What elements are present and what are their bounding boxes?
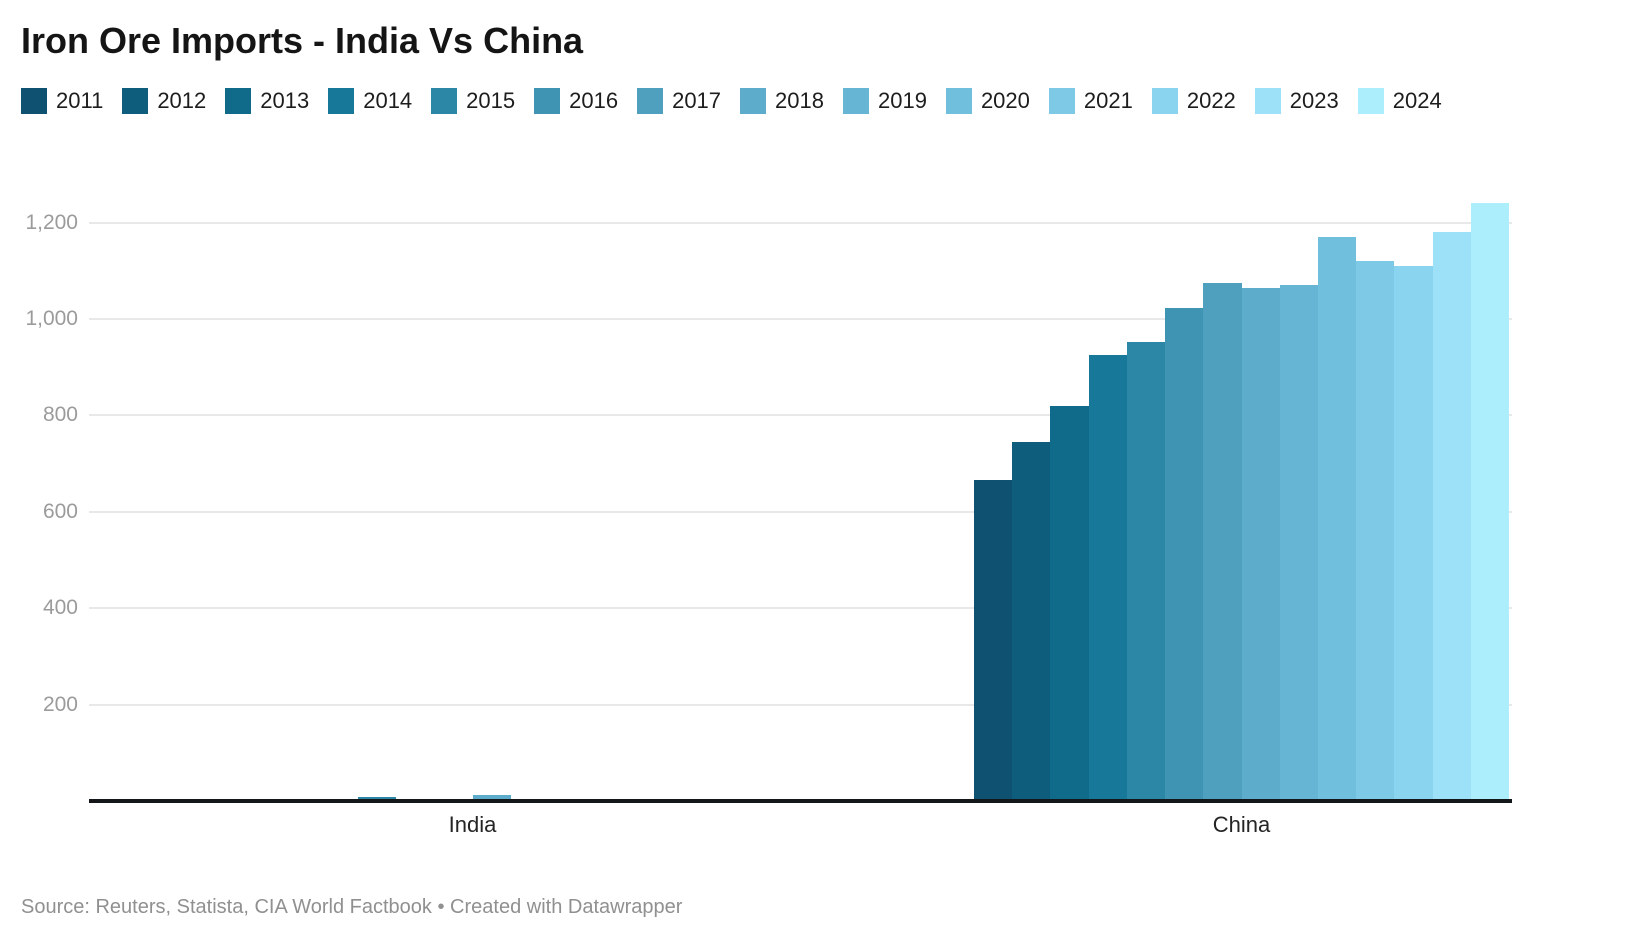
page-title: Iron Ore Imports - India Vs China	[21, 20, 584, 61]
y-tick-label-600: 600	[42, 499, 78, 523]
legend-year-label: 2016	[569, 88, 619, 113]
legend-swatch-2017	[637, 88, 664, 114]
y-tick-label-1200: 1,200	[25, 210, 78, 234]
legend-year-label: 2013	[260, 88, 310, 113]
legend-swatch-2021	[1048, 88, 1075, 114]
legend-swatch-2018	[740, 88, 767, 114]
legend-item-2021: 2021	[1048, 88, 1133, 114]
legend-item-2018: 2018	[740, 88, 824, 114]
legend-year-label: 2024	[1392, 88, 1442, 113]
x-axis-baseline	[89, 799, 1512, 803]
legend-swatch-2023	[1254, 88, 1281, 114]
bar-china-2021[interactable]	[1356, 261, 1395, 801]
x-axis-label-india: India	[448, 812, 497, 837]
gridline-1200	[89, 221, 1512, 224]
y-tick-label-1000: 1,000	[25, 307, 78, 330]
bar-china-2023[interactable]	[1432, 232, 1471, 801]
legend-year-label: 2021	[1083, 88, 1133, 113]
legend-swatch-2011	[21, 88, 47, 114]
legend-item-2019: 2019	[842, 88, 927, 114]
year-legend: 2011 2012 2013 2014 2015 2016 2017 2018 2019 2020…	[21, 88, 1442, 114]
legend-swatch-2015	[431, 88, 458, 114]
x-axis-label-china: China	[1212, 812, 1271, 837]
legend-item-2014: 2014	[328, 88, 412, 114]
source-text: Source: Reuters, Statista, CIA World Fac…	[21, 896, 432, 918]
legend-swatch-2020	[945, 88, 972, 114]
legend-swatch-2019	[842, 88, 869, 114]
bar-china-2016[interactable]	[1165, 308, 1204, 801]
y-tick-label-800: 800	[42, 403, 78, 427]
legend-item-2023: 2023	[1254, 88, 1339, 114]
legend-item-2016: 2016	[534, 88, 618, 114]
legend-item-2015: 2015	[431, 88, 515, 114]
gridline-400	[89, 607, 1512, 610]
legend-swatch-2013	[225, 88, 252, 114]
bar-china-2020[interactable]	[1317, 237, 1357, 801]
gridline-1000	[89, 318, 1512, 320]
legend-year-label: 2019	[877, 88, 927, 113]
bar-china-2014[interactable]	[1088, 355, 1127, 801]
legend-year-label: 2018	[775, 88, 824, 113]
gridline-600	[89, 510, 1512, 513]
legend-item-2012: 2012	[122, 88, 206, 114]
datawrapper-credit-link[interactable]: Created with Datawrapper	[450, 896, 683, 918]
bar-china-2017[interactable]	[1203, 282, 1242, 801]
bar-group-india	[205, 150, 741, 801]
legend-swatch-2022	[1151, 88, 1178, 114]
bar-china-2022[interactable]	[1394, 265, 1433, 801]
legend-item-2013: 2013	[225, 88, 309, 114]
legend-item-2022: 2022	[1151, 88, 1236, 114]
y-tick-label-400: 400	[42, 596, 78, 620]
legend-swatch-2014	[328, 88, 355, 114]
bar-china-2015[interactable]	[1126, 341, 1166, 801]
legend-year-label: 2015	[466, 88, 516, 113]
footer-separator: •	[431, 896, 451, 918]
legend-item-2020: 2020	[945, 88, 1030, 114]
legend-year-label: 2022	[1186, 88, 1236, 113]
bar-china-2013[interactable]	[1050, 405, 1089, 801]
legend-year-label: 2012	[157, 88, 207, 113]
y-tick-label-200: 200	[42, 692, 78, 716]
gridline-800	[89, 414, 1512, 417]
legend-item-2017: 2017	[637, 88, 721, 114]
legend-year-label: 2020	[980, 88, 1030, 113]
legend-item-2011: 2011	[21, 88, 103, 114]
legend-swatch-2024	[1357, 88, 1384, 114]
legend-year-label: 2023	[1289, 88, 1339, 113]
bar-china-2019[interactable]	[1279, 285, 1318, 801]
legend-swatch-2016	[534, 88, 561, 114]
bar-china-2011[interactable]	[974, 479, 1013, 801]
bar-india-2018[interactable]	[472, 794, 511, 801]
bar-china-2018[interactable]	[1241, 288, 1280, 801]
plot-area: 200 400 600 800 1,000 1,200 India China	[25, 150, 1512, 837]
source-note: Source: Reuters, Statista, CIA World Fac…	[21, 896, 682, 919]
bar-china-2012[interactable]	[1012, 441, 1051, 801]
bar-group-china	[974, 150, 1510, 801]
legend-swatch-2012	[122, 88, 149, 114]
legend-year-label: 2014	[363, 88, 413, 113]
legend-year-label: 2011	[56, 88, 104, 113]
gridline-200	[89, 703, 1512, 706]
legend-year-label: 2017	[672, 88, 722, 113]
legend-item-2024: 2024	[1357, 88, 1442, 114]
bar-china-2024[interactable]	[1470, 203, 1510, 801]
